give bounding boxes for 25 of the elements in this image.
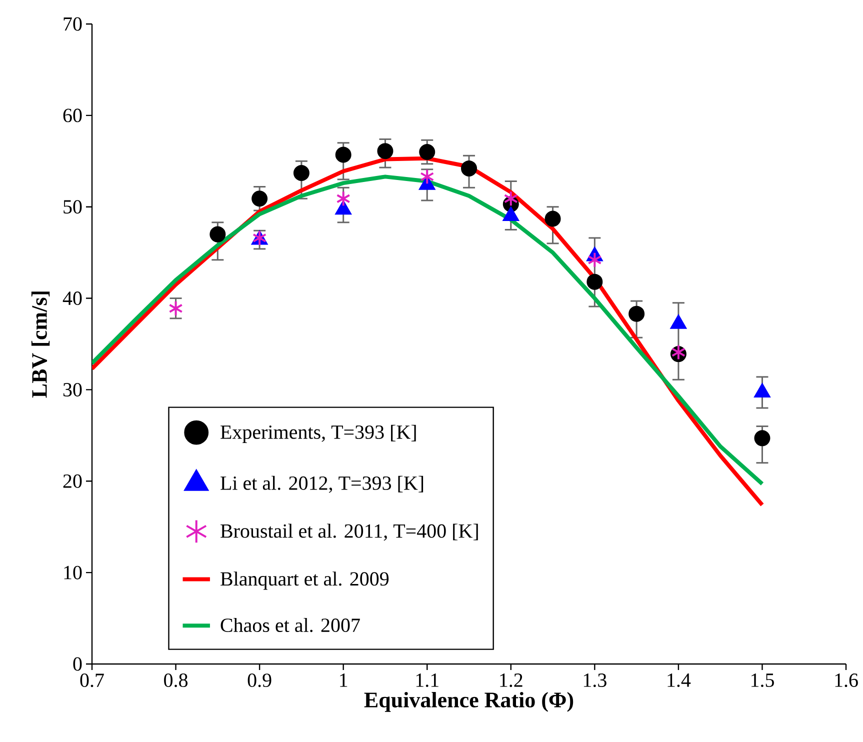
y-tick-label: 50 bbox=[64, 200, 82, 214]
legend-label: Experiments, T=393 [K] bbox=[220, 424, 416, 443]
x-tick-label: 1.2 bbox=[500, 674, 522, 688]
x-tick-label: 0.9 bbox=[248, 674, 272, 688]
x-tick-label: 1.5 bbox=[751, 674, 774, 688]
legend-label: Blanquart et al. 2009 bbox=[220, 572, 389, 590]
y-tick-label: 60 bbox=[63, 108, 82, 122]
y-tick-label: 70 bbox=[64, 17, 82, 31]
y-tick-label: 0 bbox=[73, 657, 82, 671]
y-tick-label: 10 bbox=[64, 566, 82, 580]
x-axis-title: Equivalence Ratio (Φ) bbox=[364, 692, 574, 712]
x-tick-label: 1 bbox=[340, 674, 348, 687]
legend-label: Broustail et al. 2011, T=400 [K] bbox=[220, 524, 478, 541]
x-tick-label: 1.4 bbox=[668, 674, 691, 688]
x-tick-label: 1.3 bbox=[584, 674, 606, 688]
y-tick-label: 40 bbox=[62, 292, 82, 306]
legend-label: Li et al. 2012, T=393 [K] bbox=[220, 476, 424, 493]
legend-label: Chaos et al. 2007 bbox=[220, 618, 360, 632]
y-tick-label: 20 bbox=[63, 474, 82, 488]
y-tick-label: 30 bbox=[63, 382, 82, 396]
x-tick-label: 0.7 bbox=[80, 674, 104, 688]
y-axis-title: LBV [cm/s] bbox=[31, 292, 50, 398]
x-tick-label: 1.1 bbox=[416, 674, 438, 688]
x-tick-label: 0.8 bbox=[164, 674, 188, 688]
x-tick-label: 1.6 bbox=[835, 674, 858, 688]
